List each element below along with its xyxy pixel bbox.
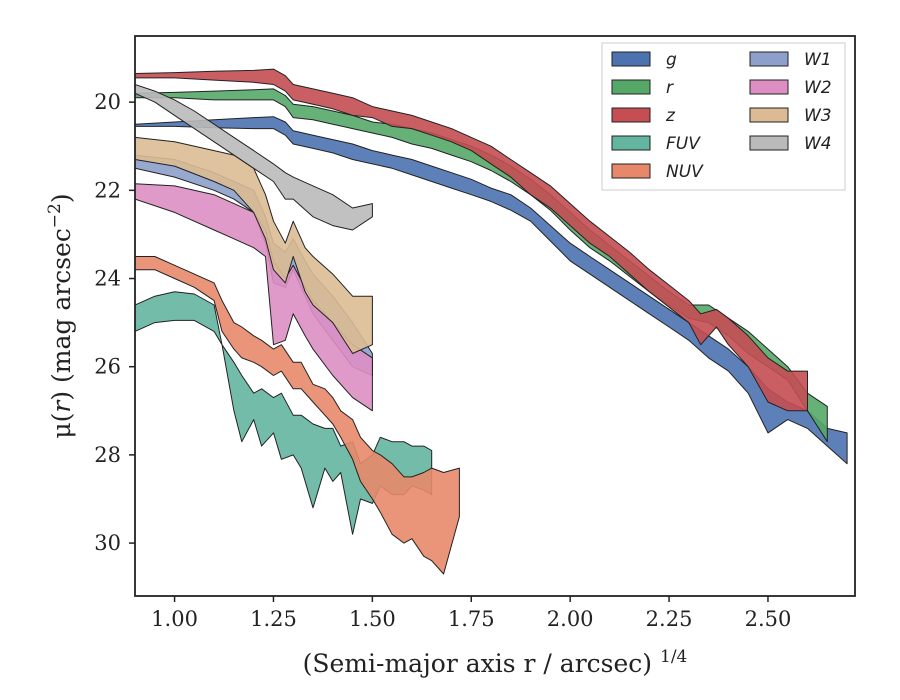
legend-swatch-nuv <box>611 163 651 179</box>
y-tick-label: 20 <box>94 90 121 114</box>
legend-label-z: z <box>665 106 676 126</box>
legend-label-g: g <box>666 50 677 70</box>
y-tick-label: 26 <box>94 355 121 379</box>
y-axis-label-superscript: −2 <box>45 203 65 228</box>
x-axis-label-superscript: 1/4 <box>660 647 687 667</box>
x-tick-label: 1.25 <box>250 607 297 631</box>
band-w3 <box>135 136 373 354</box>
plot-frame <box>134 35 856 597</box>
band-nuv <box>135 256 460 575</box>
x-axis-label: (Semi-major axis r / arcsec) 1/4 <box>303 647 688 678</box>
y-tick-label: 30 <box>94 531 121 555</box>
x-tick-label: 2.25 <box>646 607 693 631</box>
legend-swatch-w1 <box>749 51 789 67</box>
legend: grz FUV NUV W1 W2 W3 W4 <box>601 42 846 191</box>
legend-swatch-w2 <box>749 79 789 95</box>
band-z <box>135 68 808 412</box>
band-g <box>135 116 848 465</box>
legend-label-w1: W1 <box>804 50 832 70</box>
legend-label-w4: W4 <box>804 134 832 154</box>
legend-label-w3: W3 <box>804 106 832 126</box>
y-axis-label-italic: r <box>47 399 76 413</box>
legend-swatch-r <box>611 79 651 95</box>
x-tick-label: 2.50 <box>745 607 792 631</box>
legend-label-w2: W2 <box>804 78 832 98</box>
legend-swatch-w3 <box>749 107 789 123</box>
band-layer <box>135 68 848 575</box>
x-axis-label-text: (Semi-major axis r / arcsec) <box>303 649 652 678</box>
y-axis-label-prefix: μ( <box>47 413 76 439</box>
y-axis-label-suffix: ) (mag arcsec <box>47 228 76 401</box>
y-axis-ticks: 20 22 24 26 28 30 <box>94 90 135 555</box>
y-axis-label-close: ) <box>47 193 76 203</box>
legend-swatch-w4 <box>749 135 789 151</box>
legend-swatch-fuv <box>611 135 651 151</box>
x-tick-label: 2.00 <box>547 607 594 631</box>
x-tick-label: 1.50 <box>349 607 396 631</box>
x-tick-label: 1.00 <box>151 607 198 631</box>
y-tick-label: 22 <box>94 178 121 202</box>
legend-swatch-z <box>611 107 651 123</box>
band-w4 <box>135 84 373 231</box>
legend-label-r: r <box>666 78 674 98</box>
y-tick-label: 24 <box>94 267 121 291</box>
y-tick-label: 28 <box>94 443 121 467</box>
x-axis-ticks: 1.00 1.25 1.50 1.75 2.00 2.25 2.50 <box>151 596 791 631</box>
y-axis-label: μ(r) (mag arcsec−2) <box>45 193 76 438</box>
x-tick-label: 1.75 <box>448 607 495 631</box>
legend-label-fuv: FUV <box>666 134 701 154</box>
legend-label-nuv: NUV <box>666 162 704 182</box>
legend-swatch-g <box>611 51 651 67</box>
